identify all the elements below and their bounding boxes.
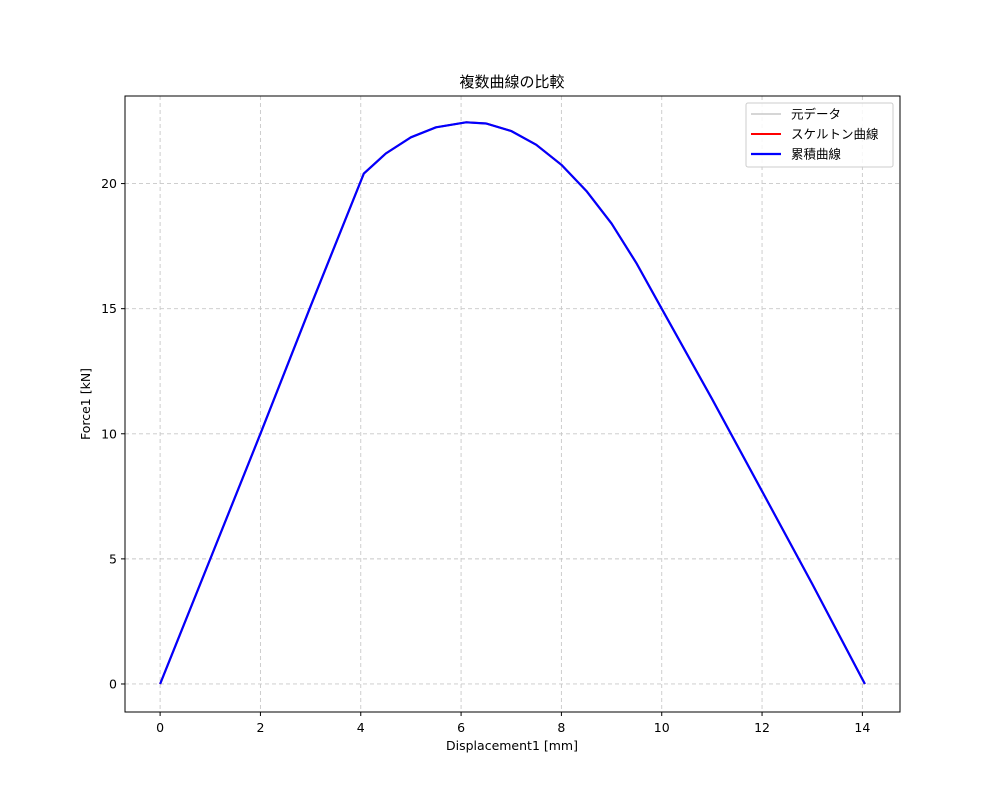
x-tick-label: 4 [357,720,365,735]
x-tick-label: 6 [457,720,465,735]
x-axis-label: Displacement1 [mm] [446,738,578,753]
y-axis-label: Force1 [kN] [78,368,93,440]
y-tick-label: 5 [109,551,117,566]
legend-label-3: 累積曲線 [791,147,842,162]
x-tick-label: 8 [557,720,565,735]
y-axis-ticks: 0 5 10 15 20 [101,176,125,691]
y-tick-label: 10 [101,426,117,441]
x-tick-label: 0 [156,720,164,735]
chart-title: 複数曲線の比較 [459,73,564,91]
plot-frame [124,95,901,713]
x-tick-label: 2 [256,720,264,735]
y-tick-label: 15 [101,301,117,316]
grid [125,96,900,712]
legend-label-1: 元データ [791,107,841,122]
legend-box [745,102,894,168]
x-tick-label: 14 [854,720,870,735]
x-tick-label: 10 [654,720,670,735]
legend-label-2: スケルトン曲線 [791,127,879,142]
y-tick-label: 20 [101,176,117,191]
x-axis-ticks: 0 2 4 6 8 10 12 14 [156,712,870,735]
series-line-3 [159,121,866,685]
series-layer [159,121,866,685]
x-tick-label: 12 [754,720,770,735]
y-tick-label: 0 [109,676,117,691]
